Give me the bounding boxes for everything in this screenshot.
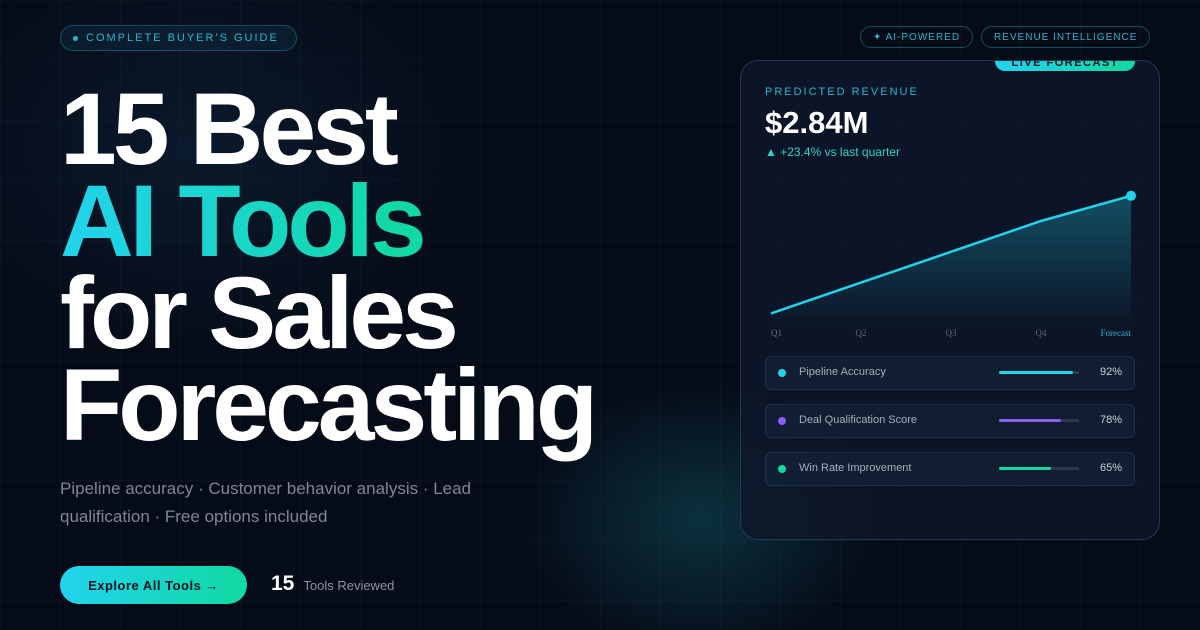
tag: REVENUE INTELLIGENCE: [981, 26, 1151, 48]
stat-label: Tools Reviewed: [303, 578, 395, 593]
forecast-card: LIVE FORECAST PREDICTED REVENUE $2.84M ▲…: [740, 60, 1160, 540]
headline: for Sales: [60, 256, 459, 370]
x-tick-label: Q1: [771, 328, 782, 338]
metric-dot: [778, 417, 786, 425]
badge-text: COMPLETE BUYER'S GUIDE: [86, 32, 279, 44]
x-tick-label: Forecast: [1101, 328, 1132, 338]
card-tag: LIVE FORECAST: [995, 61, 1135, 71]
metric-row: Deal Qualification Score 78%: [765, 404, 1135, 438]
subtitle: Pipeline accuracy · Customer behavior an…: [60, 479, 472, 526]
stat: 15 Tools Reviewed: [271, 572, 394, 596]
x-tick-label: Q4: [1036, 328, 1047, 338]
area: [771, 195, 1131, 326]
metric-row: Pipeline Accuracy 92%: [765, 356, 1135, 390]
stat-value: 15: [271, 572, 295, 595]
metric-track: [999, 467, 1079, 470]
badge-dot: [73, 35, 78, 41]
metric-name: Win Rate Improvement: [799, 462, 912, 474]
headline: Forecasting: [60, 348, 598, 462]
badge: COMPLETE BUYER'S GUIDE: [60, 25, 297, 51]
x-tick-label: Q2: [856, 328, 867, 338]
metric-value: 65%: [1099, 462, 1122, 474]
metric-bar: [999, 419, 1062, 422]
cta-button[interactable]: Explore All Tools →: [60, 566, 247, 604]
headline: AI Tools: [60, 164, 427, 278]
metric-bar: [999, 371, 1073, 374]
metric-dot: [778, 369, 786, 377]
metric-dot: [778, 465, 786, 473]
card-value: $2.84M: [765, 105, 869, 140]
metric-bar: [999, 467, 1051, 470]
metric-value: 78%: [1099, 414, 1122, 426]
line-chart: Q1 Q2 Q3 Q4 Forecast: [770, 190, 1136, 338]
metric-row: Win Rate Improvement 65%: [765, 452, 1135, 486]
x-tick-label: Q3: [946, 328, 957, 338]
metric-name: Pipeline Accuracy: [799, 366, 886, 378]
line: [770, 194, 1132, 315]
metric-name: Deal Qualification Score: [799, 414, 918, 426]
card-change: ▲ +23.4% vs last quarter: [765, 145, 900, 159]
end-point: [1126, 190, 1136, 201]
tag: ✦ AI-POWERED: [860, 26, 974, 48]
metric-value: 92%: [1099, 366, 1122, 378]
metric-track: [999, 371, 1079, 374]
metric-track: [999, 419, 1079, 422]
headline: 15 Best: [60, 72, 399, 186]
card-label: PREDICTED REVENUE: [765, 86, 919, 98]
